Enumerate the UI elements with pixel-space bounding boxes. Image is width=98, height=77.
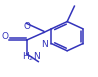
Text: O: O [23,22,30,31]
Text: H$_2$N: H$_2$N [22,51,41,63]
Text: O: O [1,32,8,41]
Text: N: N [41,40,47,49]
